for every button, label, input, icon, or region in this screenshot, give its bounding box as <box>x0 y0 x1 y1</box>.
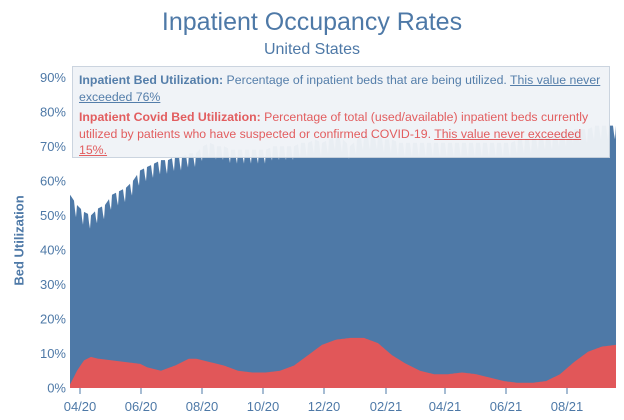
x-tick-label: 04/21 <box>429 399 462 414</box>
covid-utilization-description: Percentage of total (used/available) inp… <box>79 110 589 141</box>
y-axis: 0% 10% 20% 30% 40% 50% 60% 70% 80% 90% <box>40 70 66 396</box>
covid-utilization-note: Inpatient Covid Bed Utilization: Percent… <box>79 109 603 159</box>
x-tick-label: 10/20 <box>247 399 280 414</box>
y-tick-label: 90% <box>40 70 66 85</box>
x-tick-label: 04/20 <box>64 399 97 414</box>
x-tick-label: 06/21 <box>490 399 523 414</box>
y-tick-label: 50% <box>40 208 66 223</box>
bed-utilization-description: Percentage of inpatient beds that are be… <box>223 73 511 87</box>
annotation-box: Inpatient Bed Utilization: Percentage of… <box>72 66 610 158</box>
bed-utilization-note: Inpatient Bed Utilization: Percentage of… <box>79 72 603 105</box>
plot-areas <box>70 125 616 388</box>
y-tick-label: 0% <box>47 381 66 396</box>
x-tick-label: 06/20 <box>125 399 158 414</box>
bed-utilization-max-note: This value never exceeded 76% <box>79 73 601 104</box>
y-tick-label: 80% <box>40 104 66 119</box>
y-tick-label: 60% <box>40 173 66 188</box>
y-tick-label: 10% <box>40 346 66 361</box>
y-tick-label: 20% <box>40 311 66 326</box>
covid-utilization-label: Inpatient Covid Bed Utilization: <box>79 110 261 124</box>
y-tick-label: 40% <box>40 242 66 257</box>
covid-utilization-area <box>70 337 616 388</box>
y-tick-label: 30% <box>40 277 66 292</box>
chart-title: Inpatient Occupancy Rates <box>161 8 463 36</box>
y-tick-label: 70% <box>40 139 66 154</box>
x-tick-label: 08/20 <box>186 399 219 414</box>
bed-utilization-label: Inpatient Bed Utilization: <box>79 73 224 87</box>
x-tick-label: 12/20 <box>308 399 341 414</box>
chart-subtitle: United States <box>263 41 361 58</box>
x-axis: 04/20 06/20 08/20 10/20 12/20 02/21 04/21 06/21… <box>64 388 584 414</box>
bed-utilization-area <box>70 125 616 388</box>
x-tick-label: 08/21 <box>551 399 584 414</box>
x-tick-label: 02/21 <box>370 399 403 414</box>
covid-utilization-max-note: This value never exceeded 15%. <box>79 126 582 158</box>
